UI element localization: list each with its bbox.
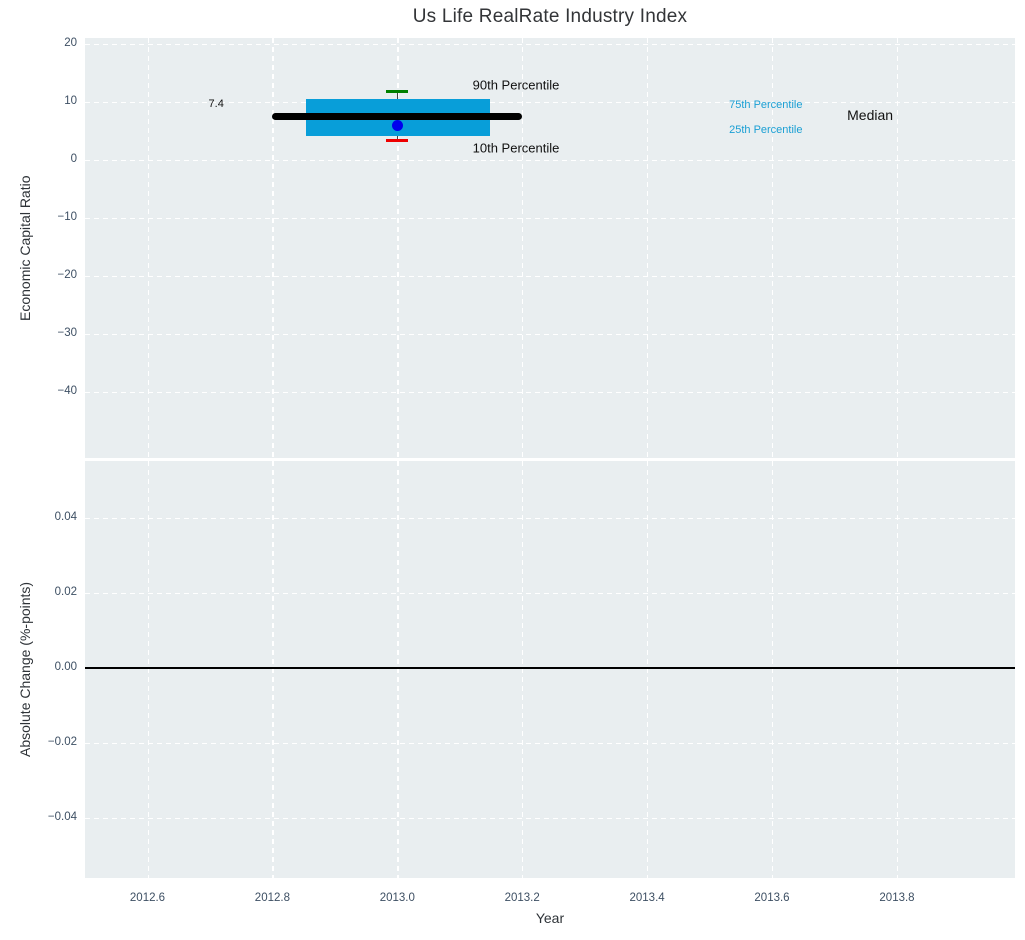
y-tick-label: 0.04 [54,511,77,523]
x-gridline [147,38,149,458]
p10-label: 10th Percentile [472,140,560,156]
x-tick-label: 2013.8 [879,892,915,904]
company-dot [391,119,403,131]
p10-whisker-cap [386,139,409,143]
x-gridline [772,38,774,458]
x-gridline [147,461,149,878]
x-tick-label: 2012.8 [254,892,290,904]
p90-label: 90th Percentile [472,77,560,93]
x-gridline [397,461,399,878]
y-gridline [85,518,1015,520]
y-tick-label: 0 [70,152,77,165]
x-gridline [272,38,274,458]
x-gridline [522,461,524,878]
y-tick-label: −10 [57,210,77,223]
y-tick-label: −0.02 [47,736,77,748]
y-gridline [85,391,1015,394]
plot-panel-0 [85,38,1015,458]
x-gridline [897,38,899,458]
x-tick-label: 2013.2 [504,892,540,904]
y-tick-label: 0.02 [54,586,77,598]
p75-label: 75th Percentile [729,98,803,111]
median-value-label: 7.4 [208,97,224,110]
chart-title: Us Life RealRate Industry Index [412,6,688,27]
x-gridline [647,38,649,458]
x-gridline [772,461,774,878]
x-gridline [647,461,649,878]
x-tick-label: 2013.4 [629,892,665,904]
p25-label: 25th Percentile [729,124,803,137]
x-axis-label: Year [535,910,565,926]
y-gridline [85,818,1015,820]
y-gridline [85,43,1015,46]
plot-panel-1 [85,461,1015,878]
x-tick-label: 2013.6 [754,892,790,904]
y-gridline [85,743,1015,745]
x-tick-label: 2013.0 [379,892,415,904]
x-tick-label: 2012.6 [129,892,166,904]
y-tick-label: −20 [57,268,77,281]
y-gridline [85,101,1015,104]
y-gridline [85,217,1015,220]
y-tick-label: 10 [64,94,77,107]
y-gridline [85,593,1015,595]
y-tick-label: 0.00 [54,661,77,673]
y-tick-label: −0.04 [47,811,77,823]
y-gridline [85,333,1015,336]
p90-whisker-cap [386,89,409,93]
y-tick-label: −40 [57,384,77,397]
x-gridline [522,38,524,458]
x-gridline [397,38,399,458]
zero-line [85,667,1015,669]
x-gridline [897,461,899,878]
y-tick-label: −30 [57,326,77,339]
median-line [272,113,523,121]
y-gridline [85,159,1015,162]
y-gridline [85,275,1015,278]
median-label: Median [847,107,894,124]
x-gridline [272,461,274,878]
y-tick-label: 20 [64,36,77,49]
